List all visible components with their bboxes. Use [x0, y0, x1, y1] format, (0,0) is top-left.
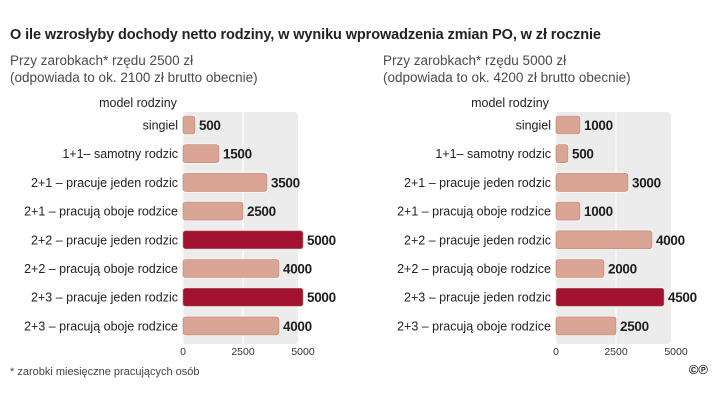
left-category-label: 1+1– samotny rodzic: [62, 147, 178, 161]
right-category-label: 2+2 – pracują oboje rodzice: [397, 262, 551, 276]
left-bar-value-label: 5000: [307, 233, 336, 248]
left-x-tick-label: 0: [180, 346, 186, 358]
left-bar: [182, 316, 280, 336]
left-bar-value-label: 4000: [283, 262, 312, 277]
right-category-label: 2+1 – pracują oboje rodzice: [397, 205, 551, 219]
right-bar-value-label: 3000: [632, 175, 661, 190]
right-bar: [555, 230, 653, 250]
chart-title: O ile wzrosłyby dochody netto rodziny, w…: [10, 27, 601, 43]
left-chart-panel: [182, 112, 298, 344]
left-category-label: 2+1 – pracuje jeden rodzic: [31, 176, 178, 190]
right-bar: [555, 144, 569, 163]
left-category-label: 2+3 – pracują oboje rodzice: [24, 319, 178, 333]
left-x-tick-label: 2500: [231, 346, 255, 358]
left-x-tick-label: 5000: [291, 346, 315, 358]
right-bar: [555, 287, 665, 307]
right-category-label: 2+1 – pracuje jeden rodzic: [404, 176, 551, 190]
left-bar-value-label: 3500: [271, 175, 300, 190]
right-bar-value-label: 4500: [668, 290, 697, 305]
left-category-label: 2+3 – pracuje jeden rodzic: [31, 291, 178, 305]
left-bar: [182, 144, 220, 163]
right-bar-value-label: 1000: [584, 204, 613, 219]
right-bar: [555, 316, 617, 336]
right-category-label: 2+3 – pracuje jeden rodzic: [404, 291, 551, 305]
right-bar-value-label: 1000: [584, 118, 613, 133]
right-bar: [555, 201, 581, 221]
right-x-tick-label: 2500: [604, 346, 628, 358]
right-category-label: singiel: [516, 119, 551, 133]
left-category-label: 2+1 – pracują oboje rodzice: [24, 205, 178, 219]
left-chart-subtitle: Przy zarobkach* rzędu 2500 zł (odpowiada…: [10, 52, 258, 86]
left-bar: [182, 259, 280, 278]
right-subtitle-line2: (odpowiada to ok. 4200 zł brutto obecnie…: [383, 70, 631, 85]
left-category-label: 2+2 – pracuje jeden rodzic: [31, 233, 178, 247]
left-bar: [182, 287, 304, 307]
right-chart-panel: [555, 112, 671, 344]
left-category-label: 2+2 – pracują oboje rodzice: [24, 262, 178, 276]
left-bar: [182, 173, 268, 192]
right-bar-value-label: 4000: [656, 233, 685, 248]
right-x-tick-label: 0: [553, 346, 559, 358]
right-bar-value-label: 500: [572, 147, 594, 162]
right-category-label: 1+1– samotny rodzic: [435, 147, 551, 161]
left-bar-value-label: 1500: [223, 147, 252, 162]
right-bar: [555, 173, 629, 192]
right-chart-subtitle: Przy zarobkach* rzędu 5000 zł (odpowiada…: [383, 52, 631, 86]
left-y-axis-label: model rodziny: [99, 96, 178, 110]
right-x-tick-label: 5000: [664, 346, 688, 358]
left-subtitle-line2: (odpowiada to ok. 2100 zł brutto obecnie…: [10, 70, 258, 85]
left-bar: [182, 201, 244, 221]
right-bar: [555, 115, 581, 135]
left-bar: [182, 115, 196, 135]
left-bar-value-label: 5000: [307, 290, 336, 305]
right-category-label: 2+3 – pracują oboje rodzice: [397, 319, 551, 333]
right-bar-value-label: 2500: [620, 319, 649, 334]
footnote: * zarobki miesięczne pracujących osób: [10, 366, 200, 378]
left-category-label: singiel: [143, 119, 178, 133]
right-y-axis-label: model rodziny: [471, 96, 550, 110]
right-subtitle-line1: Przy zarobkach* rzędu 5000 zł: [383, 53, 567, 68]
right-bar: [555, 259, 605, 278]
publisher-logo: ©℗: [688, 362, 708, 377]
left-bar-value-label: 500: [199, 118, 221, 133]
left-bar: [182, 230, 304, 250]
left-bar-value-label: 4000: [283, 319, 312, 334]
right-category-label: 2+2 – pracuje jeden rodzic: [404, 233, 551, 247]
left-bar-value-label: 2500: [247, 204, 276, 219]
left-subtitle-line1: Przy zarobkach* rzędu 2500 zł: [10, 53, 194, 68]
right-bar-value-label: 2000: [608, 262, 637, 277]
